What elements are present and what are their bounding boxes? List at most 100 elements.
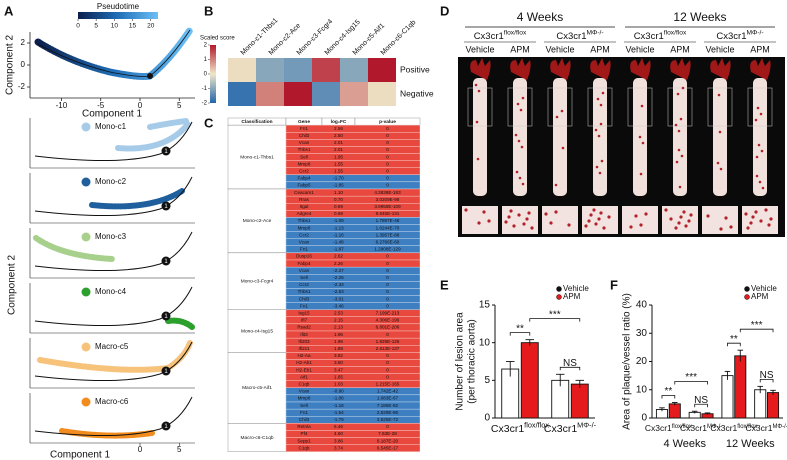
table-cell: 1.65	[334, 374, 343, 379]
table-cell: -1.54	[333, 410, 344, 415]
table-cell: 0.69	[334, 204, 343, 209]
genotype-label: Cx3cr1flox/flox	[491, 420, 549, 435]
aortic-arch	[550, 58, 571, 80]
x-axis-label: Component 1	[50, 450, 110, 460]
lesion-spot	[706, 214, 710, 218]
lesion-spot	[759, 219, 763, 223]
table-cell: -1.13	[333, 225, 344, 230]
period-label: 12 Weeks	[673, 10, 726, 24]
table-cell: -2.27	[333, 268, 344, 273]
lesion-spot	[724, 216, 728, 220]
superscript: flox/flox	[664, 29, 687, 36]
roi-box	[507, 87, 533, 127]
table-cell: -3.46	[333, 303, 344, 308]
table-cell: 2.15	[334, 318, 343, 323]
lesion-spot	[596, 97, 600, 101]
cell-cloud	[165, 317, 195, 330]
table-cell: Ifi211	[299, 346, 310, 351]
table-cell: Thbs1	[298, 289, 311, 294]
heatmap-cell	[284, 58, 312, 82]
period-label: 4 Weeks	[517, 10, 563, 24]
lesion-spot	[754, 118, 758, 122]
table-cell: Ifit3	[300, 332, 308, 337]
lesion-spot	[749, 221, 753, 225]
y-tick-label: 15	[479, 300, 491, 311]
table-cell: 6.187E-20	[377, 438, 399, 443]
table-cell: 0	[386, 367, 389, 372]
x-tick-label: 5	[177, 445, 182, 454]
lesion-spot	[607, 215, 611, 219]
table-cell: H2-Ab1	[296, 360, 312, 365]
table-cell: 1.0244E-70	[376, 225, 400, 230]
table-cell: Adgre4	[297, 211, 312, 216]
table-cell: 2.13	[334, 325, 343, 330]
colorbar-tick-label: 10	[111, 23, 119, 30]
lesion-spot	[515, 170, 519, 174]
zoom-strip	[542, 206, 578, 234]
table-cell: 0	[386, 168, 389, 173]
colorbar-title: Scaled score	[200, 36, 235, 42]
lesion-spot	[464, 208, 468, 212]
table-cell: Sell	[300, 275, 308, 280]
class-label: Macro-c6-C1qb	[240, 435, 273, 441]
lesion-spot	[761, 186, 765, 190]
lesion-spot	[594, 222, 598, 226]
roi-box	[667, 87, 693, 127]
genotype-label: Cx3cr1MΦ-/-	[716, 29, 763, 41]
lesion-spot	[755, 155, 759, 159]
bar	[570, 383, 589, 419]
significance-bracket	[727, 342, 741, 347]
table-cell: 6.801E-206	[376, 325, 400, 330]
table-cell: Chil3	[299, 296, 310, 301]
significance-label: NS	[694, 395, 708, 406]
table-cell: Fabp4	[297, 176, 310, 181]
table-cell: 0	[386, 133, 389, 138]
heatmap-cell	[228, 58, 256, 82]
significance-bracket	[529, 318, 581, 322]
lesion-spot	[718, 130, 722, 134]
roi-box	[587, 87, 613, 127]
lesion-spot	[519, 108, 523, 112]
table-cell: 4.3838E-183	[374, 190, 401, 195]
lesion-spot	[639, 223, 643, 227]
lesion-spot	[675, 160, 679, 164]
superscript: flox/flox	[672, 424, 692, 430]
branch-node	[161, 256, 171, 266]
significance-label: ***	[685, 372, 697, 383]
lesion-spot	[678, 185, 682, 189]
table-cell: 0	[386, 296, 389, 301]
trajectory-line	[34, 341, 193, 382]
table-cell: 4.306E-196	[376, 318, 400, 323]
table-cell: 0	[386, 374, 389, 379]
branch-node	[147, 73, 153, 79]
roi-box	[467, 87, 493, 127]
lesion-spot	[514, 133, 518, 137]
cluster-dot	[81, 397, 91, 407]
table-cell: 1.742E-42	[377, 389, 399, 394]
lesion-spot	[599, 122, 603, 126]
table-cell: Isg15	[298, 310, 310, 315]
lesion-spot	[521, 182, 525, 186]
node-label: 1	[164, 149, 168, 155]
lesion-spot	[758, 180, 762, 184]
lesion-spot	[521, 96, 525, 100]
table-cell: 3.9958E-109	[374, 204, 401, 209]
table-cell: Ifi203	[298, 339, 310, 344]
cluster-label: Mono-c1	[95, 122, 127, 131]
lesion-spot	[759, 112, 763, 116]
table-cell: 1.03	[334, 381, 343, 386]
y-tick-label: -2	[18, 82, 26, 91]
lesion-spot	[641, 141, 645, 145]
panel-letter: B	[204, 3, 213, 18]
y-axis-label: Component 2	[7, 255, 18, 315]
legend-marker	[744, 286, 750, 292]
heatmap-cell	[256, 58, 284, 82]
table-cell: 1.55	[334, 161, 343, 166]
aortic-arch	[630, 58, 651, 80]
table-cell: -3.01	[333, 296, 344, 301]
lesion-spot	[549, 221, 553, 225]
zoom-strip	[662, 206, 698, 234]
table-cell: 3.0209E-98	[376, 197, 400, 202]
lesion-spot	[677, 129, 681, 133]
table-cell: 2.01	[334, 140, 343, 145]
